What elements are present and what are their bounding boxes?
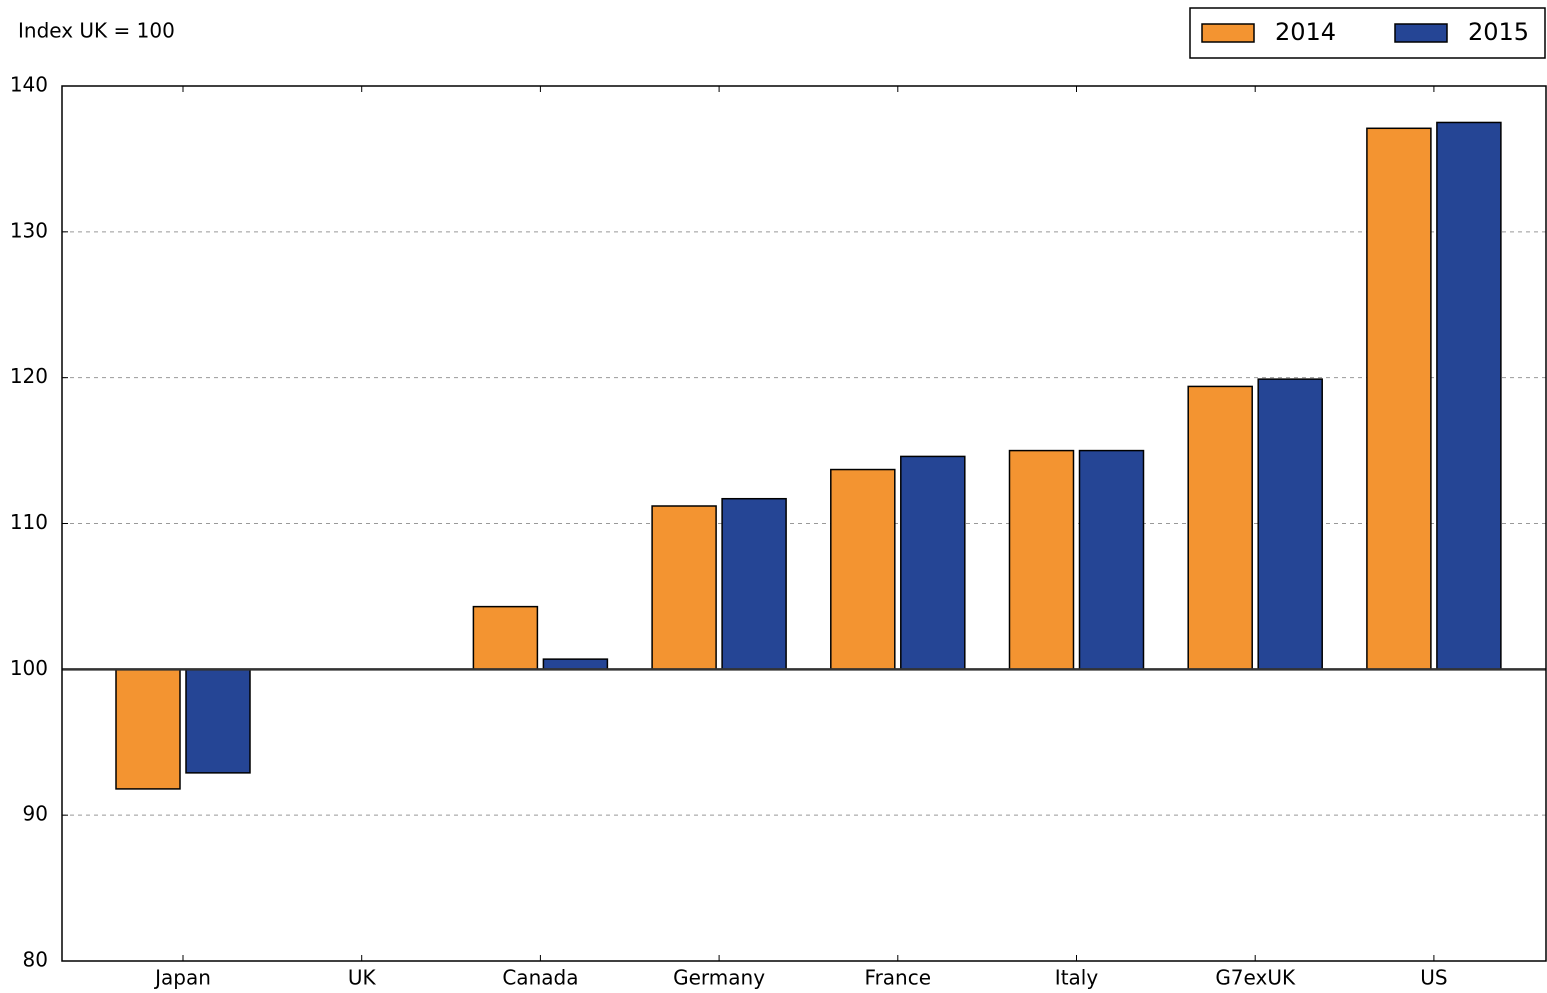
y-tick-label: 110 [10,510,48,534]
bar [115,668,181,790]
bar [185,668,251,774]
bar [1008,449,1075,671]
bar [830,468,896,671]
bar [1187,385,1253,671]
bar [1436,121,1502,671]
x-tick-label: Germany [673,966,765,990]
y-axis-label: Index UK = 100 [18,19,175,43]
legend-swatch [1394,23,1448,43]
y-tick-label: 140 [10,73,48,97]
bar [721,497,787,671]
x-tick-label: Canada [502,966,578,990]
y-tick-label: 130 [10,218,48,242]
y-tick-label: 120 [10,364,48,388]
legend-label: 2015 [1468,18,1529,46]
y-tick-label: 80 [23,948,48,972]
bar [1366,127,1432,671]
x-tick-label: US [1420,966,1447,990]
y-tick-label: 100 [10,656,48,680]
plot-frame [61,85,1547,962]
legend-label: 2014 [1275,18,1336,46]
x-tick-label: UK [348,966,377,990]
y-tick-label: 90 [23,802,48,826]
bar [1078,449,1145,671]
bar [542,658,609,671]
bar [472,605,539,671]
bar [900,455,966,671]
x-tick-label: Italy [1055,966,1099,990]
bar [651,505,717,671]
legend-swatch [1201,23,1255,43]
x-tick-label: G7exUK [1215,966,1296,990]
x-tick-label: Japan [153,966,211,990]
x-tick-label: France [865,966,932,990]
bar [1257,378,1323,671]
